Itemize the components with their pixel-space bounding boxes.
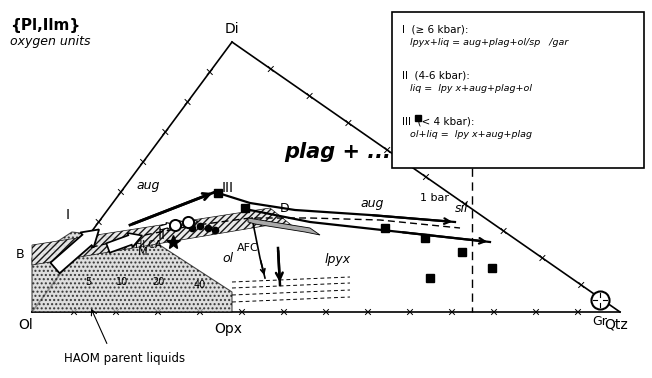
Text: aug: aug bbox=[361, 197, 383, 209]
Text: liq =  lpy x+aug+plag+ol: liq = lpy x+aug+plag+ol bbox=[410, 84, 532, 93]
FancyArrow shape bbox=[183, 220, 198, 227]
Text: M: M bbox=[138, 247, 148, 257]
Text: Di: Di bbox=[225, 22, 239, 36]
Text: Hl,CA: Hl,CA bbox=[135, 240, 161, 250]
Text: lpyx: lpyx bbox=[325, 254, 351, 266]
Text: Opx: Opx bbox=[214, 322, 242, 336]
Polygon shape bbox=[32, 208, 295, 265]
Text: Ol: Ol bbox=[18, 318, 33, 332]
Text: II  (4-6 kbar):: II (4-6 kbar): bbox=[402, 70, 470, 80]
Text: AFC: AFC bbox=[237, 243, 259, 253]
Text: I: I bbox=[66, 208, 70, 222]
Text: ol: ol bbox=[222, 251, 233, 265]
Text: 40: 40 bbox=[194, 280, 206, 290]
Text: sil: sil bbox=[455, 201, 469, 214]
Polygon shape bbox=[32, 232, 232, 312]
Text: HAOM parent liquids: HAOM parent liquids bbox=[65, 352, 186, 365]
Text: 20: 20 bbox=[152, 277, 164, 287]
Text: D: D bbox=[280, 201, 289, 214]
Text: II: II bbox=[158, 228, 166, 242]
Text: oxygen units: oxygen units bbox=[10, 35, 91, 48]
Text: {Pl,Ilm}: {Pl,Ilm} bbox=[10, 18, 80, 33]
Text: aug: aug bbox=[136, 178, 160, 192]
Text: ol+liq =  lpy x+aug+plag: ol+liq = lpy x+aug+plag bbox=[410, 130, 532, 139]
Text: 1 bar: 1 bar bbox=[421, 193, 449, 203]
FancyArrow shape bbox=[171, 221, 186, 228]
Text: III  (< 4 kbar):: III (< 4 kbar): bbox=[402, 116, 475, 126]
Text: 10: 10 bbox=[116, 277, 128, 287]
Bar bbox=[392, 12, 644, 168]
Polygon shape bbox=[248, 218, 320, 235]
Text: Gr: Gr bbox=[593, 315, 608, 328]
Text: Qtz: Qtz bbox=[604, 318, 628, 332]
Text: 5: 5 bbox=[85, 277, 91, 287]
FancyArrow shape bbox=[160, 223, 173, 230]
Text: I  (≥ 6 kbar):: I (≥ 6 kbar): bbox=[402, 24, 469, 34]
FancyArrow shape bbox=[50, 229, 99, 273]
Text: lpyx+liq = aug+plag+ol/sp   /gar: lpyx+liq = aug+plag+ol/sp /gar bbox=[410, 38, 569, 47]
FancyArrow shape bbox=[106, 233, 142, 253]
Text: plag + ...: plag + ... bbox=[284, 142, 391, 162]
Text: B: B bbox=[16, 248, 24, 262]
Text: III: III bbox=[222, 181, 234, 195]
